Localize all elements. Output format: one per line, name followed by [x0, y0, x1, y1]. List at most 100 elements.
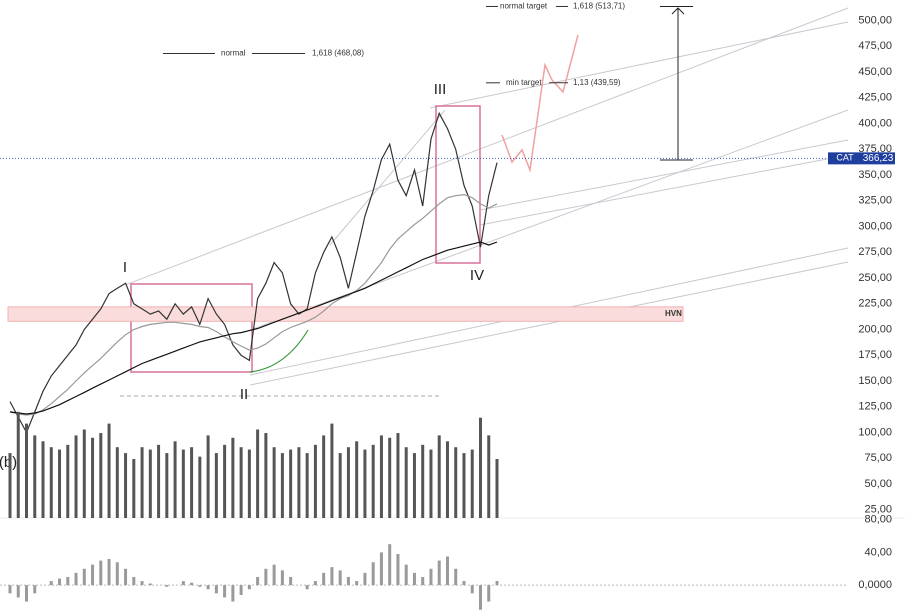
volume-bar: [74, 435, 78, 518]
volume-bar: [289, 449, 293, 518]
volume-bar: [404, 447, 408, 518]
osc-bar: [272, 564, 276, 586]
volume-bar: [412, 453, 416, 518]
level-name: min target: [506, 78, 542, 87]
y-tick-label: 350,00: [858, 169, 892, 181]
volume-bar: [247, 449, 251, 518]
y-tick-label: 475,00: [858, 40, 892, 52]
volume-bar: [132, 459, 136, 518]
osc-bar: [49, 581, 53, 586]
volume-bar: [165, 453, 169, 518]
volume-bar: [330, 423, 334, 518]
osc-bar: [8, 585, 12, 594]
projection: [501, 34, 579, 173]
volume-bar: [148, 449, 152, 518]
wave-label: I: [123, 259, 127, 276]
volume-bar: [33, 435, 37, 518]
volume-bar: [322, 435, 326, 518]
level-label: 1,13 (439,59): [573, 78, 621, 87]
osc-bar: [470, 585, 474, 594]
osc-bar: [379, 552, 383, 586]
volume-bar: [478, 417, 482, 518]
level-label: 1,618 (513,71): [573, 2, 625, 11]
y-tick-label: 175,00: [858, 349, 892, 361]
osc-bar: [412, 572, 416, 586]
osc-bar: [280, 570, 284, 586]
volume-bar: [396, 433, 400, 518]
volume-bar: [462, 453, 466, 518]
osc-bar: [16, 585, 20, 598]
y-tick-label: 200,00: [858, 323, 892, 335]
volume-bar: [173, 441, 177, 518]
price-line: [9, 241, 498, 415]
volume-bar: [379, 435, 383, 518]
osc-bar: [247, 585, 251, 590]
volume-bar: [206, 435, 210, 518]
osc-bar: [91, 564, 95, 586]
volume-bar: [280, 453, 284, 518]
volume-bar: [437, 435, 441, 518]
osc-bar: [396, 554, 400, 586]
volume-bar: [214, 453, 218, 518]
osc-bar: [429, 568, 433, 586]
osc-bar: [454, 568, 458, 586]
ticker: CAT: [836, 153, 854, 163]
osc-bar: [223, 585, 227, 598]
osc-bar: [124, 568, 128, 586]
osc-bar: [445, 556, 449, 586]
level-label: 1,618 (468,08): [312, 49, 364, 58]
osc-bar: [346, 576, 350, 586]
y-tick-label: 150,00: [858, 375, 892, 387]
volume-bar: [58, 449, 62, 518]
volume-bar: [495, 459, 499, 518]
y-tick-label: 50,00: [864, 478, 892, 490]
price-line: [9, 193, 498, 416]
osc-bar: [165, 585, 169, 587]
range-box: [435, 105, 481, 264]
osc-bar: [132, 576, 136, 586]
osc-bar: [322, 572, 326, 586]
volume-bar: [297, 447, 301, 518]
osc-bar: [140, 581, 144, 586]
volume-bar: [16, 411, 20, 518]
osc-bar: [33, 585, 37, 594]
wave-label: III: [434, 81, 447, 98]
y-tick-label: 325,00: [858, 195, 892, 207]
osc-bar: [190, 582, 194, 586]
osc-bar: [181, 581, 185, 586]
measure-arrow: [671, 7, 685, 15]
ticker-box: [828, 152, 862, 165]
volume-bar: [313, 444, 317, 518]
osc-bar: [256, 576, 260, 586]
volume-bar: [264, 433, 268, 518]
volume-bar: [190, 447, 194, 518]
volume-bar: [107, 423, 111, 518]
volume-bar: [429, 449, 433, 518]
osc-tick-label: 80,00: [864, 514, 892, 526]
volume-bar: [157, 444, 161, 518]
osc-bar: [355, 581, 359, 586]
volume-bar: [91, 437, 95, 518]
volume-bar: [82, 429, 86, 518]
volume-bar: [421, 444, 425, 518]
volume-bar: [371, 444, 375, 518]
wave-label: IV: [470, 267, 484, 284]
volume-bar: [99, 433, 103, 518]
volume-bar: [454, 447, 458, 518]
channel-lines: [124, 7, 849, 386]
y-tick-label: 500,00: [858, 15, 892, 27]
volume-bar: [363, 449, 367, 518]
osc-bar: [495, 581, 499, 586]
y-tick-label: 250,00: [858, 272, 892, 284]
volume-bar: [223, 444, 227, 518]
volume-bar: [231, 437, 235, 518]
osc-tick-label: 0,0000: [858, 579, 892, 591]
osc-bar: [421, 576, 425, 586]
y-tick-label: 25,00: [864, 504, 892, 516]
osc-bar: [206, 585, 210, 590]
volume-bar: [355, 441, 359, 518]
osc-bar: [487, 585, 491, 602]
range-box: [130, 283, 253, 373]
volume-bar: [41, 441, 45, 518]
volume-bar: [338, 453, 342, 518]
